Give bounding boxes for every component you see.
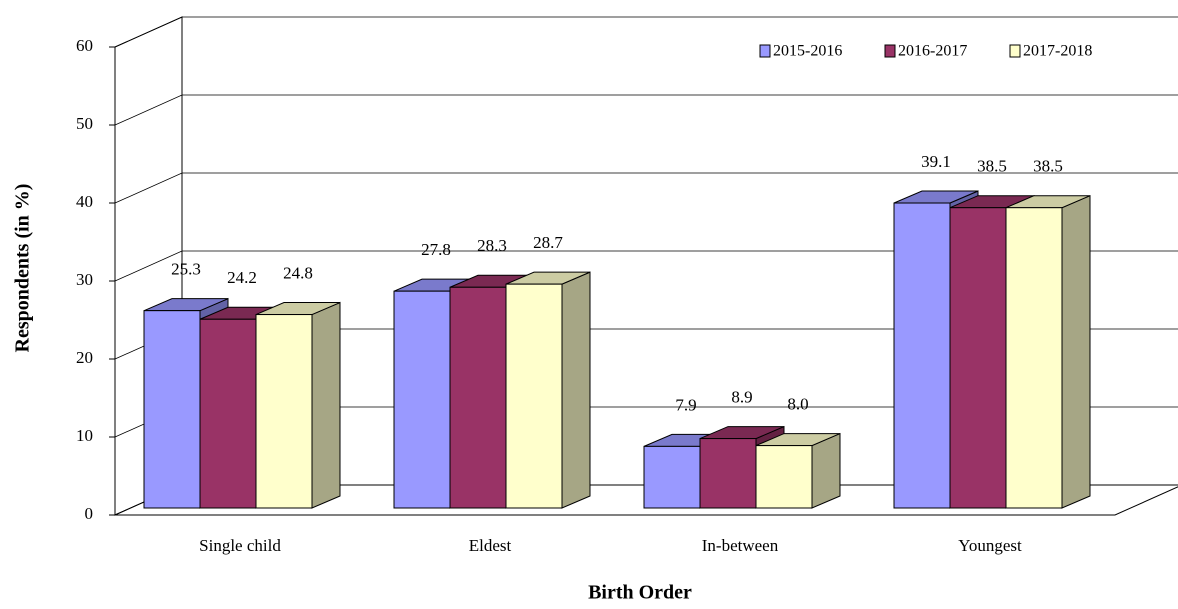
bar	[449, 286, 507, 509]
bar	[699, 438, 757, 509]
bar-side	[561, 271, 591, 509]
bar-side	[311, 301, 341, 509]
x-tick-label: Eldest	[469, 536, 512, 555]
value-label: 24.8	[283, 263, 313, 282]
value-label: 38.5	[977, 157, 1007, 176]
legend-swatch	[884, 44, 896, 58]
grid-line	[114, 172, 1178, 204]
y-tick-label: 0	[85, 504, 94, 523]
value-label: 8.0	[787, 395, 808, 414]
y-tick-label: 30	[76, 270, 93, 289]
y-tick-label: 40	[76, 192, 93, 211]
x-tick-label: Youngest	[958, 536, 1022, 555]
bar-side	[1061, 194, 1091, 509]
value-label: 38.5	[1033, 157, 1063, 176]
x-tick-label: Single child	[199, 536, 281, 555]
y-tick-label: 10	[76, 426, 93, 445]
bar-side	[811, 432, 841, 509]
value-label: 7.9	[675, 395, 696, 414]
value-label: 39.1	[921, 152, 951, 171]
bar	[143, 310, 201, 509]
x-tick-label: In-between	[702, 536, 779, 555]
grid-line	[114, 94, 1178, 126]
bar	[505, 283, 563, 509]
y-tick-label: 20	[76, 348, 93, 367]
value-label: 28.7	[533, 233, 563, 252]
bar	[949, 207, 1007, 509]
y-tick-label: 60	[76, 36, 93, 55]
bar	[393, 290, 451, 509]
y-axis-label: Respondents (in %)	[12, 184, 34, 353]
legend-label: 2017-2018	[1023, 43, 1092, 60]
x-axis-label: Birth Order	[588, 582, 692, 604]
value-label: 25.3	[171, 260, 201, 279]
grid-line	[114, 250, 1178, 282]
bar	[755, 445, 813, 509]
legend-label: 2016-2017	[898, 43, 967, 60]
legend-swatch	[759, 44, 771, 58]
grid-line	[114, 16, 1178, 48]
bar	[893, 202, 951, 509]
bar	[255, 314, 313, 509]
value-label: 24.2	[227, 268, 257, 287]
legend-label: 2015-2016	[773, 43, 842, 60]
bar	[1005, 207, 1063, 509]
y-tick-label: 50	[76, 114, 93, 133]
legend-swatch	[1009, 44, 1021, 58]
bar	[643, 445, 701, 509]
value-label: 8.9	[731, 387, 752, 406]
bar	[199, 318, 257, 509]
value-label: 27.8	[421, 240, 451, 259]
value-label: 28.3	[477, 236, 507, 255]
